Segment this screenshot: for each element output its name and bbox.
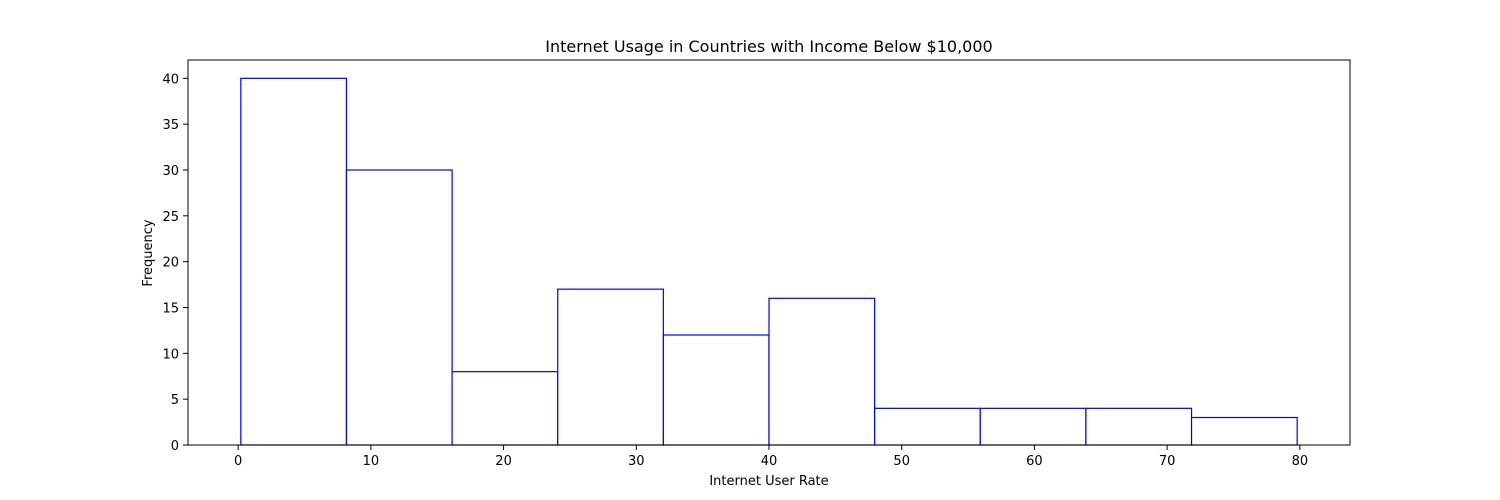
x-tick-label: 50 [893,454,910,469]
histogram-bar-6 [768,297,876,446]
x-tick-label: 40 [761,454,778,469]
histogram-bar-1 [240,77,348,446]
y-tick-label: 15 [162,302,179,317]
y-tick-label: 5 [171,393,179,408]
histogram-bar-3 [451,371,559,446]
x-tick-label: 0 [234,454,242,469]
y-tick-label: 40 [162,72,179,87]
x-axis: 0 10 20 30 40 50 60 70 80 [234,445,1308,469]
y-axis-label: Frequency [141,219,156,286]
y-axis: 0 5 10 15 20 25 30 35 40 [162,72,188,454]
x-tick-label: 10 [363,454,380,469]
bars-group [240,77,1298,446]
x-tick-label: 20 [495,454,512,469]
x-tick-label: 60 [1026,454,1043,469]
x-tick-label: 30 [628,454,645,469]
x-tick-label: 80 [1292,454,1309,469]
histogram-bar-4 [557,288,664,446]
y-tick-label: 35 [162,118,179,133]
y-tick-label: 10 [162,347,179,362]
histogram-bar-9 [1085,407,1193,446]
y-tick-label: 25 [162,210,179,225]
x-axis-label: Internet User Rate [709,474,828,489]
y-tick-label: 0 [171,439,179,454]
histogram-bar-8 [979,407,1087,446]
y-tick-label: 20 [162,256,179,271]
x-tick-label: 70 [1159,454,1176,469]
chart-title: Internet Usage in Countries with Income … [545,37,992,56]
y-tick-label: 30 [162,164,179,179]
histogram-bar-5 [662,334,770,446]
histogram-bar-2 [345,169,453,446]
histogram-bar-10 [1190,416,1298,446]
histogram-bar-7 [874,407,981,446]
